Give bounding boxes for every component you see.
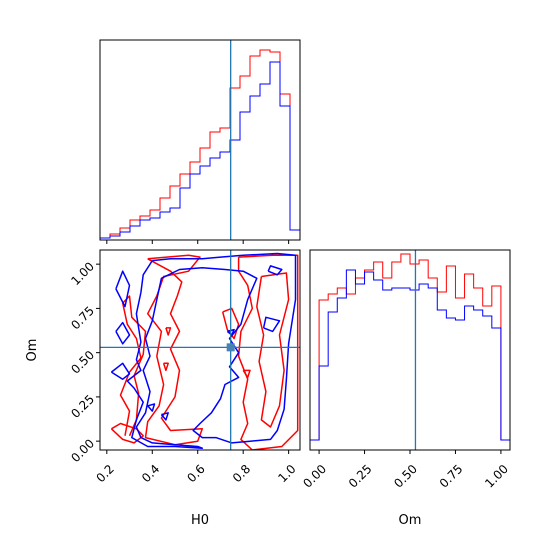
joint-y-tick-label: 0.75: [68, 304, 97, 333]
h0-hist-series-2: [99, 61, 301, 240]
contour-blue-13: [115, 321, 131, 345]
contour-blue-14: [262, 316, 281, 333]
truth-marker: [226, 343, 235, 352]
x-axis-label-h0: H0: [191, 513, 209, 528]
joint-x-tick-label: 0.8: [230, 462, 253, 485]
om-hist-series-2: [309, 269, 511, 450]
contour-red-4: [237, 254, 299, 450]
h0-hist-frame: [99, 39, 301, 241]
contour-red-9: [242, 369, 251, 379]
joint-x-tick-label: 0.2: [93, 462, 116, 485]
contour-blue-17: [160, 412, 169, 421]
joint-x-tick-label: 0.6: [184, 462, 207, 485]
contour-blue-11: [115, 270, 131, 308]
joint-y-tick-label: 0.50: [68, 348, 97, 377]
joint-y-tick-label: 0.25: [68, 392, 97, 421]
om-histogram-panel: 0.00 0.25 0.50 0.75 1.00: [300, 249, 511, 491]
h0-hist-series-1: [99, 49, 301, 240]
y-axis-label-om: Om: [25, 339, 40, 362]
joint-y-tick-label: 0.00: [68, 436, 97, 465]
joint-frame: [99, 249, 301, 451]
om-hist-tick-label: 0.00: [300, 462, 329, 491]
om-hist-frame: [309, 249, 511, 451]
joint-y-tick-label: 1.00: [68, 259, 97, 288]
x-axis-label-om: Om: [399, 513, 422, 528]
contour-blue-10: [126, 252, 297, 449]
contour-red-3: [110, 422, 144, 444]
om-hist-tick-label: 0.25: [346, 462, 375, 491]
om-hist-tick-label: 1.00: [482, 462, 511, 491]
contour-red-1: [144, 254, 204, 446]
contour-blue-12: [110, 362, 131, 380]
joint-contour-panel: 0.2 0.4 0.6 0.8 1.0 0.00 0.25 0.50 0.75 1.00: [68, 249, 301, 485]
contour-blue-16: [147, 403, 156, 412]
h0-histogram-panel: [99, 39, 301, 244]
contour-red-7: [162, 362, 169, 372]
contour-blue-15: [267, 265, 283, 276]
om-hist-tick-label: 0.50: [391, 462, 420, 491]
joint-x-tick-label: 1.0: [275, 462, 298, 485]
contour-red-8: [165, 327, 172, 336]
om-hist-series-1: [309, 253, 511, 450]
joint-contours: [110, 252, 299, 450]
contour-red-5: [256, 272, 290, 428]
om-hist-tick-label: 0.75: [437, 462, 466, 491]
joint-x-tick-label: 0.4: [139, 462, 162, 485]
